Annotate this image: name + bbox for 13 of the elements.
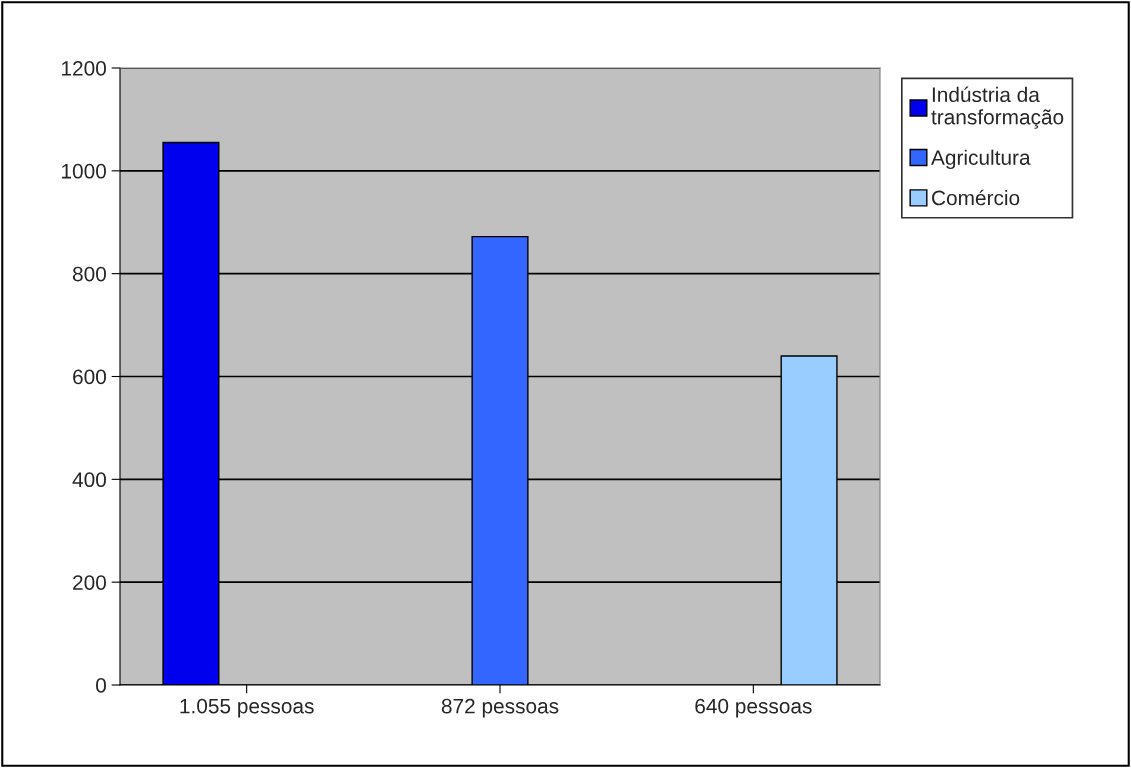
x-tick-label: 1.055 pessoas — [180, 698, 314, 718]
y-tick-label: 400 — [72, 472, 106, 488]
legend-label: Comércio — [932, 189, 1020, 206]
legend-label: Indústria da transformação — [931, 86, 1064, 129]
x-tick-label: 872 pessoas — [441, 698, 559, 718]
y-tick-label: 800 — [72, 266, 106, 282]
y-tick-label: 200 — [73, 575, 106, 590]
y-tick-label: 600 — [73, 369, 106, 385]
y-tick-label: 1000 — [62, 163, 106, 179]
y-tick-label: 0 — [96, 678, 106, 693]
x-tick-label: 640 pessoas — [695, 698, 812, 718]
y-tick-label: 1200 — [62, 61, 106, 76]
legend-label: Agricultura — [931, 149, 1031, 170]
